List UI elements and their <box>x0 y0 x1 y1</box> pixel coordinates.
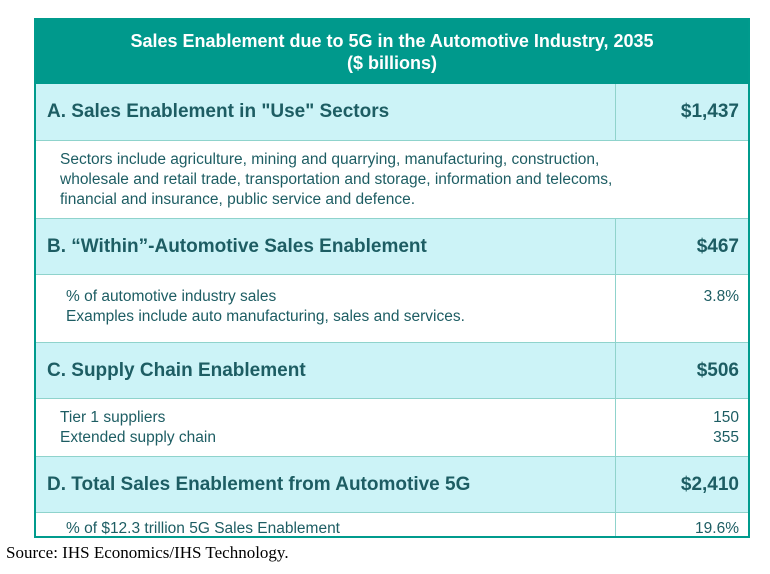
source-note: Source: IHS Economics/IHS Technology. <box>6 543 289 562</box>
section-c-detail-line: Tier 1 suppliers <box>60 408 166 426</box>
section-d-value: $2,410 <box>615 457 748 512</box>
section-a-detail-line: wholesale and retail trade, transportati… <box>60 170 613 188</box>
section-c-detail-value: 150 <box>713 408 739 426</box>
section-d-detail: % of $12.3 trillion 5G Sales Enablement … <box>36 512 748 537</box>
section-d-header: D. Total Sales Enablement from Automotiv… <box>36 456 748 512</box>
table-title: Sales Enablement due to 5G in the Automo… <box>36 20 748 84</box>
sales-enablement-table: Sales Enablement due to 5G in the Automo… <box>34 18 750 538</box>
section-a-label: A. Sales Enablement in "Use" Sectors <box>47 101 390 122</box>
section-b-detail-line: % of automotive industry sales <box>66 288 277 305</box>
section-c-label: C. Supply Chain Enablement <box>47 359 306 381</box>
section-b-detail-line: Examples include auto manufacturing, sal… <box>66 308 465 325</box>
section-c-detail: Tier 1 suppliers Extended supply chain 1… <box>36 398 748 456</box>
section-b-detail: % of automotive industry sales Examples … <box>36 274 748 342</box>
section-c-detail-value: 355 <box>713 428 739 446</box>
section-b-value: $467 <box>615 219 748 274</box>
table-title-line1: Sales Enablement due to 5G in the Automo… <box>130 31 654 51</box>
section-a-detail: Sectors include agriculture, mining and … <box>36 140 748 218</box>
section-c-header: C. Supply Chain Enablement $506 <box>36 342 748 398</box>
section-c-detail-line: Extended supply chain <box>60 428 216 446</box>
section-b-label: B. “Within”-Automotive Sales Enablement <box>47 235 427 257</box>
section-a-value: $1,437 <box>615 84 748 140</box>
section-b-header: B. “Within”-Automotive Sales Enablement … <box>36 218 748 274</box>
section-a-detail-line: Sectors include agriculture, mining and … <box>60 150 600 168</box>
section-a-detail-line: financial and insurance, public service … <box>60 190 416 208</box>
table-title-line2: ($ billions) <box>347 53 437 73</box>
section-b-detail-value: 3.8% <box>703 288 739 305</box>
section-d-detail-value: 19.6% <box>695 519 739 537</box>
section-a-header: A. Sales Enablement in "Use" Sectors $1,… <box>36 84 748 140</box>
section-c-value: $506 <box>615 343 748 398</box>
section-d-detail-line: % of $12.3 trillion 5G Sales Enablement <box>66 519 340 537</box>
section-d-label: D. Total Sales Enablement from Automotiv… <box>47 473 471 495</box>
